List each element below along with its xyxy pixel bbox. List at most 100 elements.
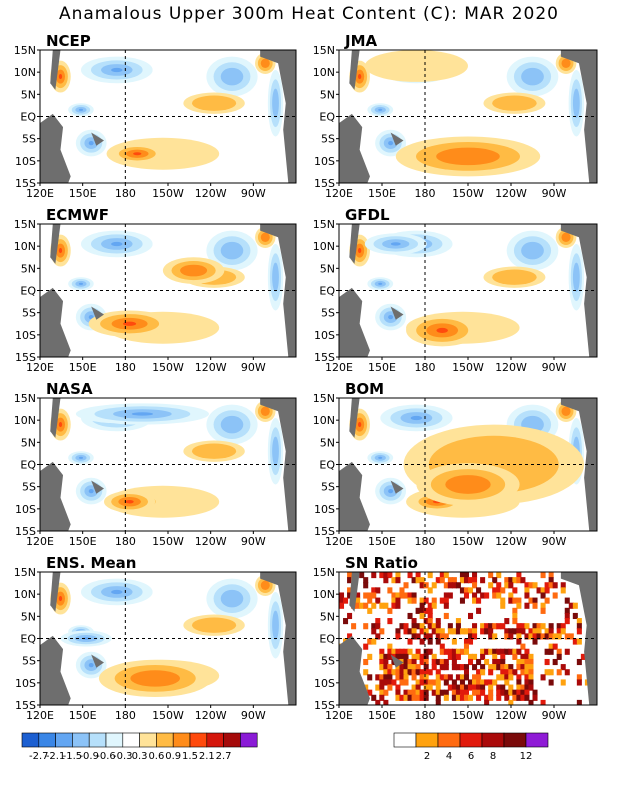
sn-cell (504, 694, 510, 701)
sn-cell (455, 674, 461, 681)
sn-cell (556, 633, 562, 640)
sn-cell (379, 674, 385, 681)
sn-cell (399, 694, 405, 701)
sn-cell (516, 597, 522, 604)
sn-cell (508, 669, 514, 676)
sn-cell (508, 592, 514, 599)
sn-cell (472, 572, 478, 579)
sn-cell (443, 689, 449, 696)
sn-cell (411, 653, 417, 660)
sn-cell (403, 592, 409, 599)
sn-cell (496, 587, 502, 594)
lon-tick-label: 180 (115, 535, 136, 548)
sn-cell (427, 618, 433, 625)
sn-cell (363, 623, 369, 630)
lat-tick-label: 5S (22, 481, 36, 494)
sn-cell (407, 612, 413, 620)
sn-cell (403, 582, 409, 589)
sn-cell (488, 623, 494, 630)
sn-cell (419, 597, 425, 604)
sn-cell (528, 664, 534, 671)
lon-tick-label: 120W (195, 709, 227, 722)
sn-cell (544, 597, 550, 604)
sn-cell (504, 628, 510, 635)
panel-title: ENS. Mean (46, 554, 137, 572)
sn-cell (395, 572, 401, 579)
colorbar-swatch (172, 732, 191, 748)
sn-cell (419, 694, 425, 701)
sn-cell (443, 633, 449, 640)
sn-cell (472, 633, 478, 640)
lon-tick-label: 120W (195, 361, 227, 374)
field-contour (378, 108, 383, 111)
sn-cell (496, 674, 502, 681)
sn-cell (500, 648, 506, 655)
sn-cell (516, 572, 522, 579)
sn-cell (427, 684, 433, 691)
sn-cell (540, 572, 546, 579)
sn-cell (391, 669, 397, 676)
sn-cell (455, 689, 461, 696)
sn-cell (391, 648, 397, 655)
sn-cell (363, 669, 369, 676)
sn-cell (520, 643, 526, 650)
sn-cell (516, 674, 522, 681)
sn-cell (528, 669, 534, 676)
colorbar-label: 2.7 (216, 751, 232, 762)
sn-cell (556, 653, 562, 660)
sn-cell (399, 669, 405, 676)
sn-cell (508, 628, 514, 635)
lat-tick-label: 15N (14, 218, 36, 231)
sn-cell (496, 648, 502, 655)
sn-cell (504, 674, 510, 681)
sn-cell (468, 694, 474, 701)
sn-cell (347, 587, 353, 594)
sn-cell (576, 628, 582, 635)
sn-cell (435, 623, 441, 630)
sn-cell (439, 689, 445, 696)
sn-cell (536, 633, 542, 640)
field-shading (40, 224, 296, 357)
sn-cell (492, 679, 498, 686)
sn-cell (387, 618, 393, 625)
land-mask (339, 398, 597, 531)
colorbar-swatch (525, 732, 549, 748)
sn-cell (463, 669, 469, 676)
sn-cell (383, 689, 389, 696)
sn-cell (532, 694, 538, 701)
sn-cell (423, 669, 429, 676)
sn-cell (443, 582, 449, 589)
sn-cell (395, 664, 401, 671)
sn-cell (548, 628, 554, 635)
sn-cell (524, 633, 530, 640)
sn-cell (383, 664, 389, 671)
lon-tick-label: 90W (241, 709, 266, 722)
sn-cell (576, 658, 582, 666)
colorbar-swatch (156, 732, 174, 748)
sn-cell (383, 674, 389, 681)
sn-cell (463, 592, 469, 599)
sn-cell (447, 577, 453, 584)
sn-cell (423, 653, 429, 660)
field-contour (357, 74, 362, 80)
lat-tick-label: 15S (15, 177, 36, 190)
lon-tick-label: 120W (495, 709, 527, 722)
sn-cell (476, 658, 482, 666)
colorbar-label: -0.3 (113, 751, 133, 762)
sn-cell (564, 612, 570, 620)
sn-cell (447, 582, 453, 589)
sn-cell (520, 684, 526, 691)
anomaly-colorbar: -2.7-2.1-1.5-0.9-0.6-0.3 0.3 0.6 0.9 1.5 2.1 2… (21, 732, 258, 762)
field-contour (561, 58, 571, 68)
sn-cell (371, 628, 377, 635)
sn-cell (520, 694, 526, 701)
sn-cell (528, 597, 534, 604)
sn-cell (427, 638, 433, 645)
sn-cell (500, 602, 506, 609)
field-contour (436, 327, 448, 333)
lon-tick-label: 150E (69, 187, 97, 200)
sn-cell (488, 684, 494, 691)
